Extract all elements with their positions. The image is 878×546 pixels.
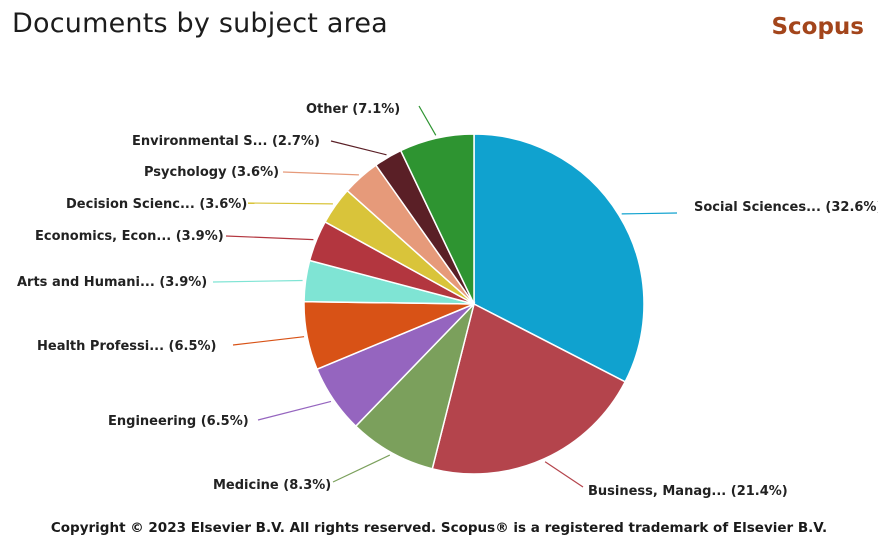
leader-line-4	[257, 400, 332, 421]
slice-label-11: Other (7.1%)	[306, 102, 400, 117]
leader-line-1	[621, 212, 678, 215]
leader-line-5	[232, 336, 305, 346]
slice-label-1: Social Sciences... (32.6%)	[694, 200, 878, 215]
slice-label-4: Engineering (6.5%)	[108, 414, 249, 429]
leader-line-6	[212, 279, 303, 283]
slice-label-8: Decision Scienc... (3.6%)	[66, 197, 247, 212]
pie-slice-11[interactable]	[399, 133, 475, 305]
leader-line-10	[330, 140, 387, 156]
scopus-logo: Scopus	[771, 14, 864, 40]
slice-label-9: Psychology (3.6%)	[144, 165, 279, 180]
copyright-footer: Copyright © 2023 Elsevier B.V. All right…	[50, 520, 828, 536]
leader-line-11	[418, 105, 437, 136]
leader-line-9	[282, 171, 359, 176]
leader-line-8	[247, 202, 333, 205]
slice-label-10: Environmental S... (2.7%)	[132, 134, 320, 149]
slice-label-2: Business, Manag... (21.4%)	[588, 484, 788, 499]
pie-slice-1[interactable]	[473, 133, 645, 383]
pie-slice-2[interactable]	[431, 302, 627, 475]
leader-line-7	[225, 235, 314, 241]
pie-slice-3[interactable]	[354, 301, 476, 470]
slice-label-6: Arts and Humani... (3.9%)	[17, 275, 207, 290]
slice-label-3: Medicine (8.3%)	[213, 478, 331, 493]
leader-line-2	[544, 461, 584, 488]
chart-title: Documents by subject area	[12, 8, 388, 39]
slice-label-7: Economics, Econ... (3.9%)	[35, 229, 224, 244]
slice-label-5: Health Professi... (6.5%)	[37, 339, 216, 354]
leader-line-3	[332, 454, 391, 483]
